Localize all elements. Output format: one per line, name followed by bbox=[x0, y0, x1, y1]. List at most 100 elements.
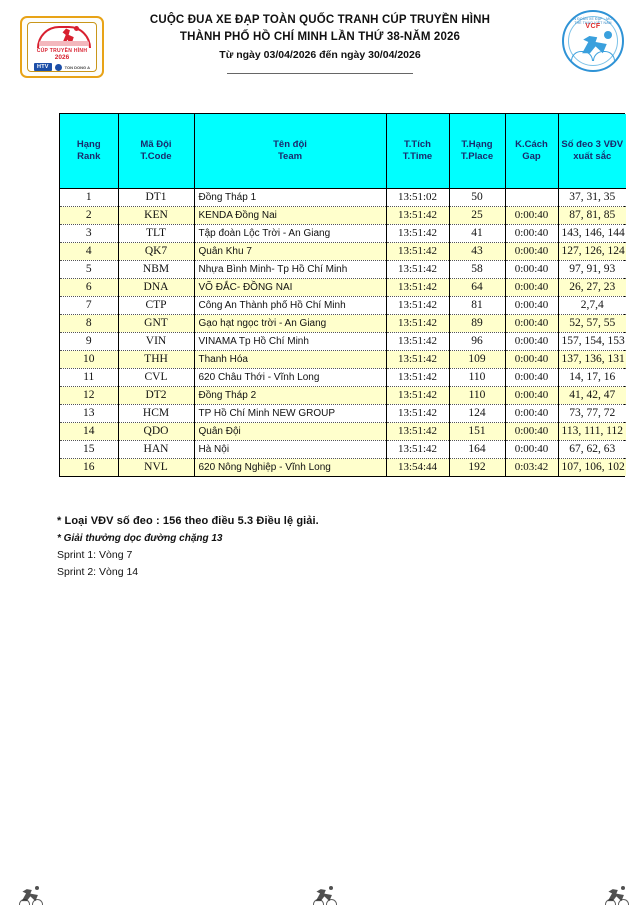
column-header-bibs: Số đeo 3 VĐV xuất sắc bbox=[557, 114, 626, 188]
cyclist-head-icon bbox=[604, 31, 612, 39]
cell-code: GNT bbox=[117, 314, 195, 333]
cell-team: Quân Đội bbox=[193, 422, 387, 441]
cell-time: 13:51:42 bbox=[385, 314, 450, 333]
vcf-logo: LIÊN ĐOÀN XE ĐẠP - MÔ TÔ THỂ THAO VIỆT N… bbox=[562, 10, 624, 72]
cell-bibs: 73, 77, 72 bbox=[557, 404, 626, 423]
cell-place: 96 bbox=[448, 332, 506, 351]
column-header-time-vi: T.Tích bbox=[404, 138, 431, 150]
cell-time: 13:51:42 bbox=[385, 422, 450, 441]
cup-truyen-hinh-logo: CÚP TRUYỀN HÌNH 2026 HTV TON DONG A bbox=[20, 16, 104, 78]
cell-team: Đồng Tháp 1 bbox=[193, 188, 387, 207]
cell-rank: 4 bbox=[60, 242, 119, 261]
cell-time: 13:51:42 bbox=[385, 350, 450, 369]
cell-place: 164 bbox=[448, 440, 506, 459]
table-row: 10 THH Thanh Hóa 13:51:42 109 0:00:40 137, 136… bbox=[60, 350, 626, 369]
cell-team: VÕ ĐẮC- ĐỒNG NAI bbox=[193, 278, 387, 297]
column-header-gap-vi: K.Cách bbox=[515, 138, 548, 150]
cell-gap: 0:00:40 bbox=[504, 260, 559, 279]
cell-team: Công An Thành phố Hồ Chí Minh bbox=[193, 296, 387, 315]
cell-team: KENDA Đồng Nai bbox=[193, 206, 387, 225]
results-table: Hạng Rank Mã Đội T.Code Tên đội Team T.T… bbox=[60, 114, 626, 476]
table-row: 7 CTP Công An Thành phố Hồ Chí Minh 13:51:4… bbox=[60, 296, 626, 315]
cell-rank: 3 bbox=[60, 224, 119, 243]
cell-rank: 14 bbox=[60, 422, 119, 441]
cell-rank: 11 bbox=[60, 368, 119, 387]
cell-bibs: 87, 81, 85 bbox=[557, 206, 626, 225]
cell-team: Hà Nội bbox=[193, 440, 387, 459]
table-row: 14 QDO Quân Đội 13:51:42 151 0:00:40 113, 111,… bbox=[60, 422, 626, 441]
table-row: 9 VIN VINAMA Tp Hồ Chí Minh 13:51:42 96 0:00:… bbox=[60, 332, 626, 351]
cell-bibs: 113, 111, 112 bbox=[557, 422, 626, 441]
cell-place: 124 bbox=[448, 404, 506, 423]
cell-code: DT2 bbox=[117, 386, 195, 405]
cell-rank: 6 bbox=[60, 278, 119, 297]
cell-time: 13:51:42 bbox=[385, 332, 450, 351]
table-row: 15 HAN Hà Nội 13:51:42 164 0:00:40 67, 62, 63 bbox=[60, 440, 626, 459]
table-row: 3 TLT Tập đoàn Lộc Trời - An Giang 13:51:42… bbox=[60, 224, 626, 243]
cell-time: 13:51:42 bbox=[385, 242, 450, 261]
cell-time: 13:51:42 bbox=[385, 278, 450, 297]
cell-code: DNA bbox=[117, 278, 195, 297]
table-row: 2 KEN KENDA Đồng Nai 13:51:42 25 0:00:40 87, … bbox=[60, 206, 626, 225]
table-row: 6 DNA VÕ ĐẮC- ĐỒNG NAI 13:51:42 64 0:00:40 26,… bbox=[60, 278, 626, 297]
cell-rank: 1 bbox=[60, 188, 119, 207]
cell-time: 13:51:42 bbox=[385, 224, 450, 243]
table-header-row: Hạng Rank Mã Đội T.Code Tên đội Team T.T… bbox=[60, 114, 626, 188]
vcf-text: VCF bbox=[585, 23, 601, 30]
cell-rank: 2 bbox=[60, 206, 119, 225]
cell-code: NVL bbox=[117, 458, 195, 476]
cell-time: 13:51:42 bbox=[385, 386, 450, 405]
table-row: 12 DT2 Đồng Tháp 2 13:51:42 110 0:00:40 41, 42… bbox=[60, 386, 626, 405]
cell-team: TP Hồ Chí Minh NEW GROUP bbox=[193, 404, 387, 423]
cell-gap: 0:00:40 bbox=[504, 404, 559, 423]
cell-rank: 8 bbox=[60, 314, 119, 333]
cell-place: 81 bbox=[448, 296, 506, 315]
cell-gap bbox=[504, 188, 559, 207]
column-header-place: T.Hạng T.Place bbox=[448, 114, 506, 188]
cell-rank: 16 bbox=[60, 458, 119, 476]
cell-place: 109 bbox=[448, 350, 506, 369]
cell-code: CVL bbox=[117, 368, 195, 387]
document-header: CÚP TRUYỀN HÌNH 2026 HTV TON DONG A CUỘC… bbox=[0, 0, 640, 92]
cell-place: 151 bbox=[448, 422, 506, 441]
cell-gap: 0:03:42 bbox=[504, 458, 559, 476]
cell-team: Thanh Hóa bbox=[193, 350, 387, 369]
cell-bibs: 26, 27, 23 bbox=[557, 278, 626, 297]
cell-code: HCM bbox=[117, 404, 195, 423]
cell-time: 13:51:02 bbox=[385, 188, 450, 207]
cell-code: VIN bbox=[117, 332, 195, 351]
note-sprint-1: Sprint 1: Vòng 7 bbox=[57, 549, 133, 561]
cell-code: HAN bbox=[117, 440, 195, 459]
column-header-bibs-vi: Số đeo 3 VĐV bbox=[561, 138, 624, 150]
cell-rank: 13 bbox=[60, 404, 119, 423]
cell-bibs: 2,7,4 bbox=[557, 296, 626, 315]
logo-left-year: 2026 bbox=[54, 54, 70, 61]
vcf-arc-text: LIÊN ĐOÀN XE ĐẠP - MÔ TÔ THỂ THAO VIỆT N… bbox=[567, 17, 619, 25]
page-subtitle: THÀNH PHỐ HỒ CHÍ MINH LẦN THỨ 38-NĂM 202… bbox=[179, 31, 461, 43]
note-sprint-2: Sprint 2: Vòng 14 bbox=[57, 566, 139, 578]
cell-bibs: 97, 91, 93 bbox=[557, 260, 626, 279]
sponsor-name: TON DONG A bbox=[64, 64, 90, 70]
cell-place: 25 bbox=[448, 206, 506, 225]
notes-block: * Loại VĐV số đeo : 156 theo điều 5.3 Đi… bbox=[57, 512, 577, 581]
cell-place: 110 bbox=[448, 386, 506, 405]
title-divider bbox=[227, 73, 413, 74]
page-title: CUỘC ĐUA XE ĐẠP TOÀN QUỐC TRANH CÚP TRUY… bbox=[149, 14, 491, 26]
cell-place: 192 bbox=[448, 458, 506, 476]
cell-code: THH bbox=[117, 350, 195, 369]
column-header-time-en: T.Time bbox=[402, 150, 433, 162]
cell-gap: 0:00:40 bbox=[504, 440, 559, 459]
cell-bibs: 127, 126, 124 bbox=[557, 242, 626, 261]
note-stage-prizes: * Giải thưởng dọc đường chặng 13 bbox=[57, 533, 223, 544]
cell-place: 110 bbox=[448, 368, 506, 387]
logo-left-title: CÚP TRUYỀN HÌNH bbox=[36, 48, 88, 54]
cell-gap: 0:00:40 bbox=[504, 278, 559, 297]
cell-code: DT1 bbox=[117, 188, 195, 207]
cell-code: CTP bbox=[117, 296, 195, 315]
column-header-gap-en: Gap bbox=[522, 150, 541, 162]
results-table-wrapper: Hạng Rank Mã Đội T.Code Tên đội Team T.T… bbox=[59, 113, 626, 477]
cell-time: 13:51:42 bbox=[385, 260, 450, 279]
cell-gap: 0:00:40 bbox=[504, 386, 559, 405]
cyclist-icon bbox=[18, 886, 44, 906]
sponsor-mark-icon bbox=[54, 63, 62, 71]
